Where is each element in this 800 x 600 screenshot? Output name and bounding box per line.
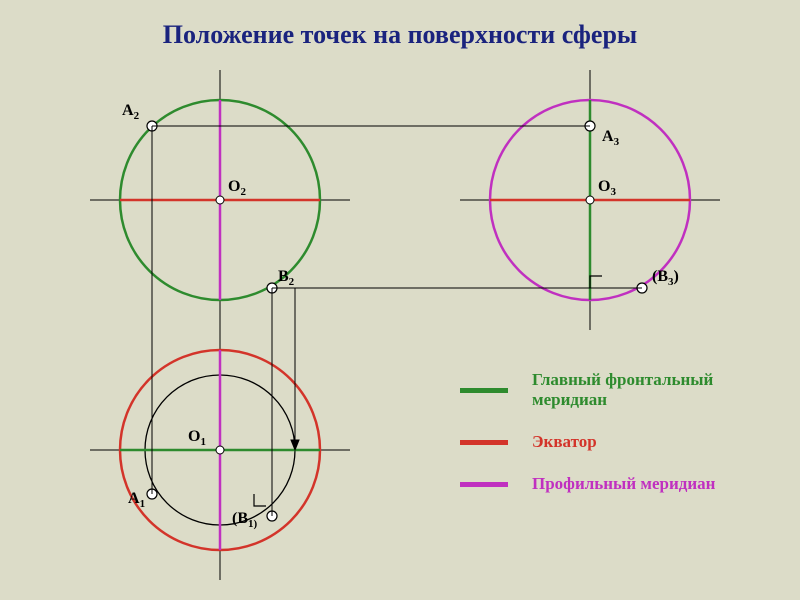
legend-swatch-frontal <box>460 388 508 393</box>
label-o3: O3 <box>598 178 616 198</box>
label-o2: O2 <box>228 178 246 198</box>
legend-row-profile: Профильный меридиан <box>460 474 770 494</box>
label-b3: (B3) <box>652 268 679 288</box>
legend-row-frontal: Главный фронтальный меридиан <box>460 370 770 410</box>
label-a2: A2 <box>122 102 139 122</box>
legend-text-profile: Профильный меридиан <box>532 474 715 494</box>
legend-text-frontal: Главный фронтальный меридиан <box>532 370 770 410</box>
top-view <box>90 320 350 580</box>
legend-text-equator: Экватор <box>532 432 597 452</box>
legend: Главный фронтальный меридиан Экватор Про… <box>460 370 770 516</box>
legend-swatch-profile <box>460 482 508 487</box>
point-o3 <box>586 196 594 204</box>
point-o1 <box>216 446 224 454</box>
label-b1: (B1) <box>232 510 257 530</box>
label-b2: B2 <box>278 268 294 288</box>
profile-view <box>460 70 720 330</box>
label-a1: A1 <box>128 490 145 510</box>
legend-swatch-equator <box>460 440 508 445</box>
label-o1: O1 <box>188 428 206 448</box>
legend-row-equator: Экватор <box>460 432 770 452</box>
label-a3: A3 <box>602 128 619 148</box>
point-o2 <box>216 196 224 204</box>
